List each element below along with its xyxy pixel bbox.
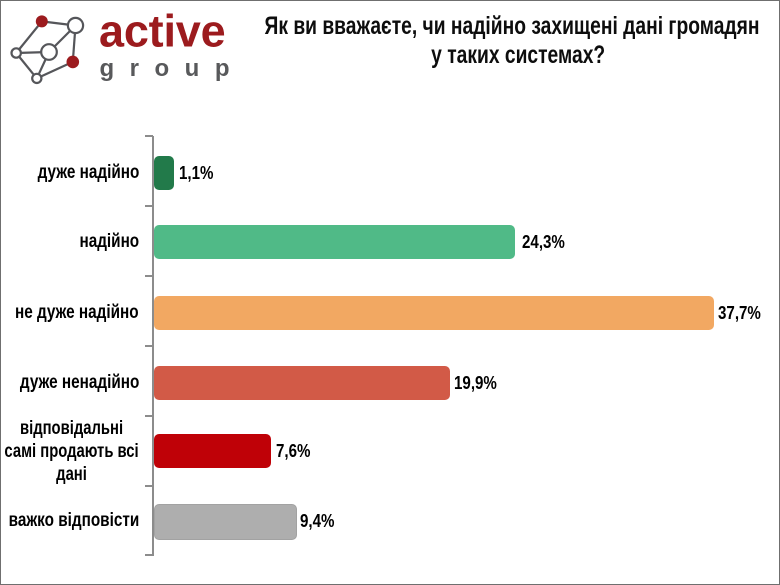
svg-text:active: active bbox=[99, 6, 225, 57]
svg-text:group: group bbox=[100, 55, 241, 82]
